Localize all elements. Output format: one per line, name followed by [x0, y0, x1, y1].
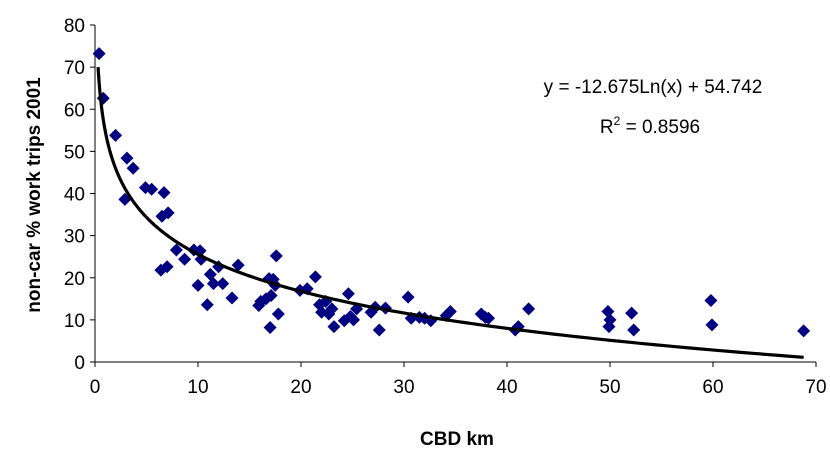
data-point	[627, 323, 641, 337]
y-tick-label: 80	[64, 16, 85, 37]
x-tick-label: 30	[393, 377, 414, 398]
data-point	[178, 252, 192, 266]
x-axis-title: CBD km	[420, 429, 494, 450]
x-tick-label: 70	[805, 377, 826, 398]
data-point	[193, 244, 207, 258]
data-point	[126, 161, 140, 175]
trendline	[96, 67, 804, 359]
data-point	[231, 258, 245, 272]
data-point	[308, 270, 322, 284]
data-point	[225, 291, 239, 305]
data-point	[522, 302, 536, 316]
x-tick-label: 0	[90, 377, 101, 398]
y-tick-label: 20	[64, 269, 85, 290]
ticks: 0 10 20 30 40 50 60 70 80 0 10 20 30 40 50 60 70	[64, 16, 827, 398]
data-point	[145, 182, 159, 196]
data-point	[341, 287, 355, 301]
y-tick-label: 70	[64, 58, 85, 79]
data-point	[372, 323, 386, 337]
data-point	[325, 302, 339, 316]
data-point	[705, 318, 719, 332]
r-squared-value: = 0.8596	[620, 117, 700, 138]
r-squared-prefix: R	[600, 117, 614, 138]
y-tick-label: 10	[64, 311, 85, 332]
data-point	[206, 277, 220, 291]
data-point	[157, 186, 171, 200]
data-point	[264, 288, 278, 302]
data-point	[187, 243, 201, 257]
data-point	[263, 320, 277, 334]
data-point	[191, 278, 205, 292]
data-point	[160, 260, 174, 274]
r-squared-label: R2 = 0.8596	[600, 114, 700, 138]
data-point	[120, 151, 134, 165]
data-point	[481, 311, 495, 325]
x-tick-label: 10	[187, 377, 208, 398]
x-tick-label: 20	[290, 377, 311, 398]
data-point	[401, 290, 415, 304]
y-tick-label: 40	[64, 185, 85, 206]
data-point	[269, 249, 283, 263]
trendline-group	[96, 67, 804, 359]
data-point	[109, 128, 123, 142]
y-tick-label: 0	[74, 353, 85, 374]
x-tick-label: 40	[496, 377, 517, 398]
data-point	[169, 243, 183, 257]
y-tick-label: 60	[64, 100, 85, 121]
data-point	[797, 324, 811, 338]
data-point	[92, 47, 106, 61]
y-tick-label: 30	[64, 227, 85, 248]
data-point	[216, 277, 230, 291]
data-point	[704, 293, 718, 307]
x-tick-label: 60	[702, 377, 723, 398]
data-point	[271, 307, 285, 321]
data-point	[161, 206, 175, 220]
data-point	[625, 306, 639, 320]
data-point	[327, 320, 341, 334]
r-squared-superscript: 2	[614, 114, 621, 128]
data-point	[200, 298, 214, 312]
data-point	[347, 313, 361, 327]
y-axis-title: non-car % work trips 2001	[24, 77, 45, 313]
x-tick-label: 50	[599, 377, 620, 398]
data-point	[443, 304, 457, 318]
data-point	[603, 313, 617, 327]
trendline-equation: y = -12.675Ln(x) + 54.742	[544, 77, 763, 98]
y-tick-label: 50	[64, 142, 85, 163]
